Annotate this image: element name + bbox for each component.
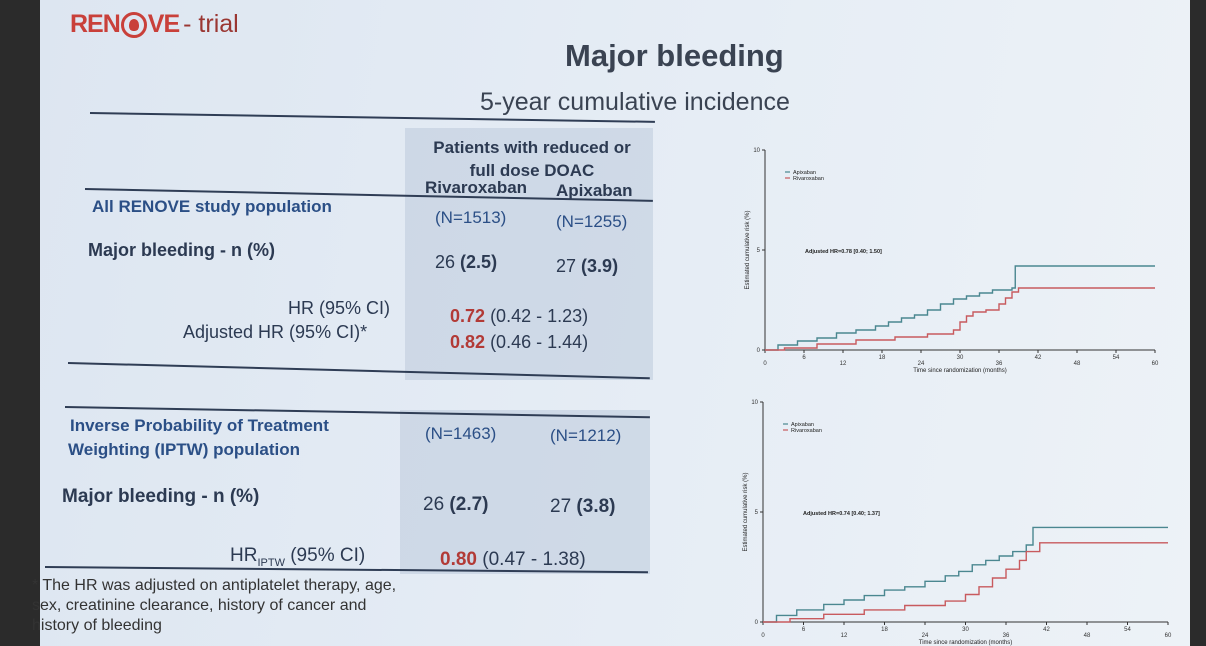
renove-logo: REN VE - trial (70, 10, 239, 39)
table1-shading (405, 128, 653, 380)
km-bottom-xtick-label-6: 36 (1003, 633, 1010, 639)
km-bottom-xtick-label-9: 54 (1124, 627, 1131, 633)
footnote: * The HR was adjusted on antiplatelet th… (32, 577, 397, 634)
table2-hr-value: 0.80 (440, 549, 477, 570)
km-bottom-legend-label-1: Rivaroxaban (791, 428, 822, 434)
km-top-xtick-label-7: 42 (1035, 355, 1042, 361)
slide-title: Major bleeding (565, 38, 784, 73)
table2-hr-label: HRIPTW (95% CI) (230, 545, 365, 569)
km-top-xtick-label-0: 0 (763, 361, 767, 367)
table1-mb-rivaroxaban-pct: (2.5) (460, 252, 498, 272)
km-bottom-series-rivaroxaban (763, 542, 1168, 623)
table1-adj-value: 0.82 (450, 332, 486, 352)
table2-n-rivaroxaban: (N=1463) (425, 424, 497, 443)
km-top-xtick-label-6: 36 (996, 361, 1003, 367)
km-bottom-ytick-label-1: 5 (755, 510, 759, 516)
km-top-legend-label-0: Apixaban (793, 170, 816, 176)
logo-text-right: VE (147, 10, 180, 38)
km-bottom-xtick-label-1: 6 (802, 627, 806, 633)
km-top-legend-label-1: Rivaroxaban (793, 176, 824, 182)
table2-mb-apixaban-n: 27 (550, 496, 572, 517)
table2-row-major-bleeding: Major bleeding - n (%) (62, 486, 260, 507)
table1-population: All RENOVE study population (92, 197, 332, 216)
km-top-xtick-label-3: 18 (879, 355, 886, 361)
table2-population-line1: Inverse Probability of Treatment (70, 416, 329, 435)
km-top-xlabel: Time since randomization (months) (913, 368, 1006, 374)
table1-group-header: Patients with reduced or full dose DOAC (433, 138, 631, 180)
table1-mb-apixaban: 27 (3.9) (556, 256, 618, 277)
km-bottom-xtick-label-0: 0 (761, 633, 765, 639)
km-top-xtick-label-9: 54 (1113, 355, 1120, 361)
table1-n-apixaban: (N=1255) (556, 212, 628, 231)
table1-mb-apixaban-pct: (3.9) (581, 256, 619, 276)
table2-hr-prefix: HR (230, 545, 258, 566)
km-top-ytick-label-1: 5 (757, 248, 761, 254)
table2-mb-apixaban-pct: (3.8) (576, 496, 616, 517)
lungs-icon (120, 11, 147, 38)
km-bottom-series-apixaban (763, 526, 1168, 623)
table1-adj-ci: (0.46 - 1.44) (490, 332, 589, 352)
logo-trial-text: - trial (183, 10, 239, 38)
km-bottom-ytick-label-2: 10 (751, 400, 758, 406)
table2-hr-sub: IPTW (257, 556, 285, 569)
table1-mb-rivaroxaban-n: 26 (435, 252, 456, 272)
km-bottom-ylabel: Estimated cumulative risk (%) (743, 472, 749, 551)
km-chart-bottom: 0 5 10 0 6 12 18 24 30 36 42 48 54 60 Time since rando… (743, 400, 1172, 646)
km-bottom-annotation: Adjusted HR=0.74 [0.40; 1.37] (803, 511, 880, 517)
km-bottom-xlabel: Time since randomization (months) (919, 640, 1012, 646)
table2-hr-suffix: (95% CI) (290, 545, 366, 566)
table2-mb-rivaroxaban-pct: (2.7) (449, 494, 489, 515)
km-bottom-ytick-label-0: 0 (755, 620, 759, 626)
table2-n-apixaban: (N=1212) (550, 426, 622, 445)
km-top-xtick-label-2: 12 (840, 361, 847, 367)
km-top-ytick-label-2: 10 (753, 148, 760, 154)
logo-text-left: REN (70, 10, 121, 38)
table1-mb-apixaban-n: 27 (556, 256, 577, 276)
km-top-xtick-label-1: 6 (802, 355, 806, 361)
table1-hr: 0.72 (0.42 - 1.23) (450, 306, 588, 327)
km-top-series-rivaroxaban (765, 287, 1155, 351)
km-top-xtick-label-8: 48 (1074, 361, 1081, 367)
km-top-xtick-label-5: 30 (957, 355, 964, 361)
slide-subtitle: 5-year cumulative incidence (480, 88, 790, 116)
km-top-ytick-label-0: 0 (757, 348, 761, 354)
table2-hr-ci: (0.47 - 1.38) (482, 549, 586, 570)
km-bottom-xtick-label-3: 18 (881, 627, 888, 633)
km-top-series-apixaban (765, 265, 1155, 351)
km-top-xtick-label-10: 60 (1152, 361, 1159, 367)
km-top-xtick-label-4: 24 (918, 361, 925, 367)
table1-hr-ci: (0.42 - 1.23) (490, 306, 589, 326)
km-bottom-xtick-label-10: 60 (1165, 633, 1172, 639)
km-bottom-xtick-label-2: 12 (841, 633, 848, 639)
km-bottom-xtick-label-4: 24 (922, 633, 929, 639)
table1-mb-rivaroxaban: 26 (2.5) (435, 252, 497, 273)
table1-adj-label: Adjusted HR (95% CI)* (183, 322, 368, 342)
slide: REN VE - trial Major bleeding 5-year cumul… (32, 0, 1190, 646)
km-bottom-xtick-label-7: 42 (1043, 627, 1050, 633)
table1-col-rivaroxaban: Rivaroxaban (425, 178, 528, 197)
km-top-annotation: Adjusted HR=0.78 [0.40; 1.50] (805, 249, 882, 255)
km-bottom-xtick-label-5: 30 (962, 627, 969, 633)
table2-population-line2: Weighting (IPTW) population (68, 440, 300, 459)
table1-hr-label: HR (95% CI) (288, 298, 391, 318)
table2-mb-rivaroxaban-n: 26 (423, 494, 445, 515)
table1-adj: 0.82 (0.46 - 1.44) (450, 332, 588, 353)
table2-shading (400, 410, 650, 574)
table2-mb-rivaroxaban: 26 (2.7) (423, 494, 489, 516)
km-bottom-legend-label-0: Apixaban (791, 422, 814, 428)
km-chart-top: 0 5 10 0 6 12 18 24 30 36 42 48 54 60 Time since rando… (745, 148, 1159, 374)
table1-n-rivaroxaban: (N=1513) (435, 208, 507, 227)
table1-col-apixaban: Apixaban (556, 181, 633, 200)
table1-row-major-bleeding: Major bleeding - n (%) (88, 240, 275, 260)
km-top-ylabel: Estimated cumulative risk (%) (745, 210, 751, 289)
table2-hr: 0.80 (0.47 - 1.38) (440, 549, 586, 571)
table2-mb-apixaban: 27 (3.8) (550, 496, 616, 518)
table1-hr-value: 0.72 (450, 306, 486, 326)
km-bottom-xtick-label-8: 48 (1084, 633, 1091, 639)
